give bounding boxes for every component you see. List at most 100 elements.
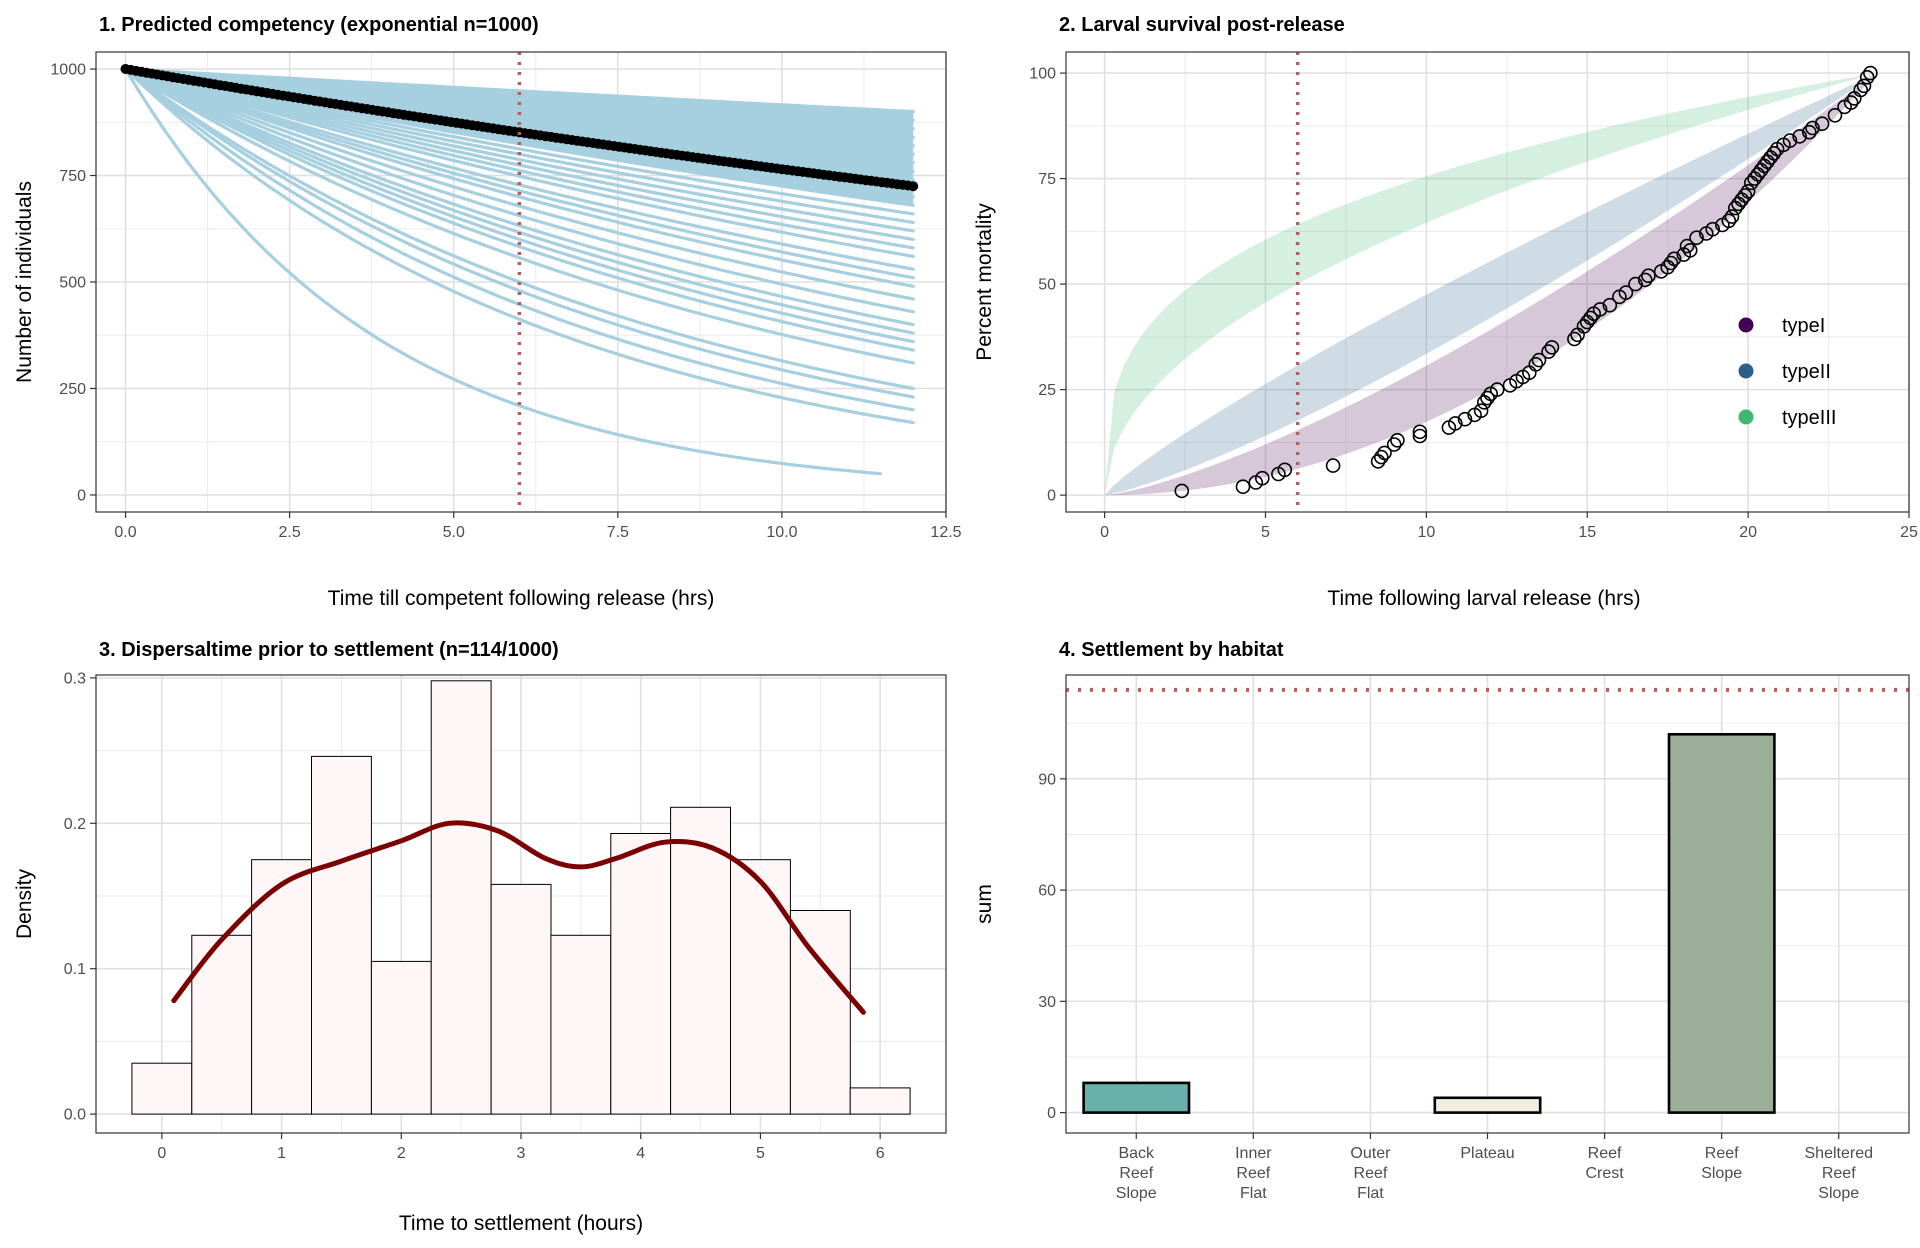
panel-4-gridlines <box>1066 675 1909 1133</box>
observed-point <box>1390 432 1405 448</box>
observed-point <box>1856 78 1872 94</box>
panel-1-title: 1. Predicted competency (exponential n=1… <box>99 14 539 36</box>
legend-key-typeII <box>1738 363 1754 379</box>
x-tick-label: Reef <box>1822 1165 1856 1182</box>
histogram-bar <box>430 680 492 1115</box>
panel-3-title: 3. Dispersaltime prior to settlement (n=… <box>99 639 559 661</box>
x-tick-label: Flat <box>1240 1185 1267 1202</box>
y-tick-label: 1000 <box>50 62 86 79</box>
histogram-bar <box>730 859 791 1115</box>
panel-4-bars <box>1082 732 1776 1114</box>
x-tick-label: 12.5 <box>930 524 961 541</box>
panel-4-habitat-bars: 4. Settlement by habitat Back Reef Slope In… <box>973 639 1910 1202</box>
panel-4-y-axis-title: sum <box>973 884 996 924</box>
x-tick-label: 4 <box>636 1145 645 1162</box>
observed-point <box>1325 458 1341 473</box>
observed-point <box>1592 302 1608 317</box>
x-tick-label: Slope <box>1701 1165 1742 1182</box>
panel-3-x-axis-title: Time to settlement (hours) <box>399 1212 643 1235</box>
panel-2-x-axis-title: Time following larval release (hrs) <box>1327 587 1640 610</box>
legend-label-typeII: typeII <box>1782 361 1831 383</box>
observed-point <box>1374 449 1389 465</box>
panel-3-histogram-bars <box>131 680 911 1115</box>
x-tick-label: Inner <box>1235 1145 1272 1162</box>
panel-2-y-ticks: 0 25 50 75 100 <box>1029 66 1066 505</box>
x-tick-label: 10.0 <box>766 524 797 541</box>
x-tick-label: Plateau <box>1460 1145 1514 1162</box>
observed-point <box>1843 95 1859 110</box>
x-tick-label: Reef <box>1588 1145 1622 1162</box>
simulation-curve <box>123 67 915 352</box>
observed-point <box>1666 251 1682 267</box>
observed-point <box>1737 188 1753 203</box>
x-tick-label: 0 <box>157 1145 166 1162</box>
panel-2-x-ticks: 0 5 10 15 20 25 <box>1100 512 1918 541</box>
observed-point <box>1377 445 1392 461</box>
histogram-bar <box>311 755 372 1115</box>
observed-point <box>1473 403 1489 419</box>
simulation-curve <box>123 67 915 327</box>
observed-point <box>1802 124 1817 140</box>
observed-point <box>1827 108 1843 123</box>
observed-point <box>1689 230 1704 245</box>
x-tick-label: 20 <box>1739 524 1757 541</box>
panel-4-title: 4. Settlement by habitat <box>1059 639 1284 661</box>
habitat-bar <box>1082 1081 1191 1114</box>
observed-point <box>1489 382 1505 397</box>
y-tick-label: 50 <box>1038 277 1056 294</box>
simulation-curve <box>123 67 915 399</box>
x-tick-label: 15 <box>1578 524 1596 541</box>
simulation-curve <box>123 67 915 288</box>
mean-trend-point <box>908 181 919 192</box>
observed-point <box>1782 133 1798 148</box>
panel-2-gridlines <box>1066 52 1910 512</box>
y-tick-label: 0.2 <box>64 816 86 833</box>
panel-2-title: 2. Larval survival post-release <box>1059 14 1345 36</box>
y-tick-label: 30 <box>1038 994 1056 1011</box>
histogram-bar <box>370 960 432 1115</box>
x-tick-label: 2 <box>397 1145 406 1162</box>
y-tick-label: 100 <box>1029 66 1056 83</box>
panel-1-competency: 1. Predicted competency (exponential n=1… <box>13 14 962 610</box>
histogram-bar <box>789 910 851 1115</box>
habitat-bar <box>1667 732 1776 1114</box>
x-tick-label: Reef <box>1705 1145 1739 1162</box>
histogram-bar <box>849 1087 911 1115</box>
panel-2-simulated-bands <box>1104 73 1877 496</box>
observed-point <box>1480 390 1495 406</box>
histogram-bar <box>490 883 552 1115</box>
observed-point <box>1386 437 1402 452</box>
observed-point <box>1618 285 1634 300</box>
panel-3-dispersal-histogram: 3. Dispersaltime prior to settlement (n=… <box>13 639 947 1235</box>
typeII-band <box>1104 73 1877 496</box>
simulation-curve <box>123 67 915 233</box>
simulation-curve <box>123 67 915 301</box>
habitat-bar <box>1433 1096 1542 1114</box>
panel-3-y-axis-title: Density <box>13 868 36 939</box>
x-tick-label: 5 <box>1261 524 1270 541</box>
observed-point <box>1740 184 1756 199</box>
observed-point <box>1853 82 1868 98</box>
legend-key-typeIII <box>1738 409 1754 425</box>
panel-1-y-ticks: 0 250 500 750 1000 <box>50 62 96 504</box>
observed-point <box>1792 129 1807 144</box>
panel-1-mean-trend <box>120 64 919 192</box>
x-tick-label: Outer <box>1350 1145 1391 1162</box>
simulation-curve <box>123 67 915 314</box>
x-tick-label: 25 <box>1900 524 1918 541</box>
x-tick-label: Reef <box>1236 1165 1270 1182</box>
x-tick-label: 10 <box>1417 524 1435 541</box>
simulation-curve <box>123 67 882 476</box>
simulation-curve <box>123 67 915 344</box>
histogram-bar <box>670 806 731 1115</box>
panel-2-observed-points <box>1174 65 1878 499</box>
y-tick-label: 0 <box>1047 1105 1056 1122</box>
observed-point <box>1235 479 1251 495</box>
observed-point <box>1528 356 1544 372</box>
y-tick-label: 750 <box>59 168 86 185</box>
y-tick-label: 0.0 <box>64 1107 86 1124</box>
histogram-bar <box>610 833 672 1115</box>
panel-1-y-axis-title: Number of individuals <box>13 181 36 383</box>
y-tick-label: 90 <box>1038 771 1056 788</box>
